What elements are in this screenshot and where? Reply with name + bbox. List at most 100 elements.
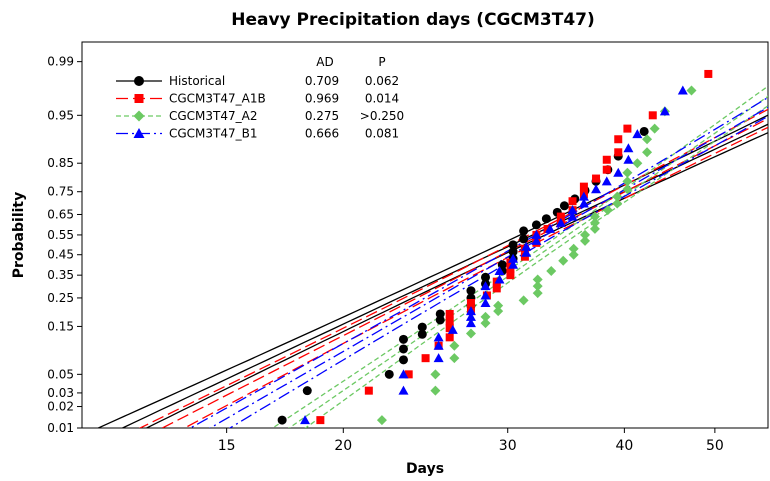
fit-line (120, 123, 768, 428)
data-point (568, 197, 577, 206)
y-tick-label: 0.35 (47, 268, 74, 282)
data-point (494, 274, 505, 284)
data-point (578, 191, 589, 201)
data-point (642, 147, 653, 158)
x-axis-label: Days (406, 461, 444, 477)
y-tick-label: 0.65 (47, 207, 74, 221)
legend-marker (134, 76, 144, 86)
data-point (579, 182, 588, 191)
data-point (602, 205, 613, 216)
data-point (430, 385, 441, 396)
confidence-band (96, 114, 768, 428)
data-point (445, 333, 454, 342)
data-point (384, 369, 394, 379)
data-point (677, 85, 688, 95)
data-point (433, 332, 444, 342)
confidence-band (188, 96, 768, 428)
data-point (447, 324, 458, 334)
data-point (558, 255, 569, 266)
data-point (622, 176, 633, 187)
y-tick-label: 0.05 (47, 367, 74, 381)
legend-series-name: CGCM3T47_A2 (169, 109, 258, 123)
data-point (518, 295, 529, 306)
data-point (519, 234, 529, 244)
confidence-band (228, 115, 768, 428)
data-point (591, 184, 602, 194)
y-tick-label: 0.15 (47, 319, 74, 333)
data-point (480, 297, 491, 307)
data-point (555, 217, 566, 227)
data-point (508, 240, 518, 250)
data-point (492, 284, 501, 293)
legend-ad-value: 0.709 (305, 74, 339, 88)
data-point (580, 235, 591, 246)
data-point (445, 324, 454, 333)
data-point (494, 265, 505, 275)
data-point (506, 258, 515, 267)
y-tick-label: 0.85 (47, 156, 74, 170)
data-point (508, 253, 519, 263)
fit-line (208, 106, 768, 428)
y-tick-label: 0.03 (47, 386, 74, 400)
data-point (521, 241, 532, 251)
data-point (545, 223, 556, 233)
data-point (601, 176, 612, 186)
data-point (567, 211, 578, 221)
x-axis: 15 20 30 40 50 (218, 428, 724, 454)
data-point (659, 106, 670, 116)
confidence-band (271, 85, 768, 428)
legend-series-name: CGCM3T47_B1 (169, 127, 258, 141)
data-point (480, 272, 490, 282)
data-point (466, 298, 475, 307)
data-point (398, 369, 409, 379)
confidence-band (183, 126, 768, 428)
data-point (435, 309, 445, 319)
data-point (580, 229, 591, 240)
data-point (398, 334, 408, 344)
data-point (592, 174, 601, 183)
data-point (567, 205, 578, 215)
data-point (531, 229, 542, 239)
data-point (493, 300, 504, 311)
legend-ad-value: 0.666 (305, 127, 339, 141)
y-tick-label: 0.99 (47, 55, 74, 69)
data-point (433, 340, 444, 350)
confidence-band (145, 131, 768, 428)
data-point (421, 354, 430, 363)
data-point (559, 201, 569, 211)
legend-series-name: Historical (169, 74, 225, 88)
data-point (556, 212, 565, 221)
data-point (623, 143, 634, 153)
data-point (622, 184, 633, 195)
fit-lines (96, 85, 768, 428)
data-point (648, 111, 657, 120)
data-point (614, 148, 623, 157)
legend-ad-value: 0.275 (305, 109, 339, 123)
confidence-band (138, 108, 768, 428)
legend-header-ad: AD (316, 55, 333, 69)
data-point (612, 198, 623, 209)
data-point (704, 69, 713, 78)
data-point (578, 198, 589, 208)
data-point (532, 288, 543, 299)
legend-p-value: 0.014 (365, 92, 399, 106)
y-tick-label: 0.95 (47, 108, 74, 122)
data-point (465, 318, 476, 328)
y-tick-label: 0.55 (47, 228, 74, 242)
data-points (277, 69, 713, 426)
data-point (639, 126, 649, 136)
legend-series-name: CGCM3T47_A1B (169, 92, 266, 106)
data-point (589, 223, 600, 234)
data-point (465, 306, 476, 316)
data-point (614, 135, 623, 144)
data-point (623, 154, 634, 164)
legend-marker (133, 128, 145, 138)
data-point (480, 318, 491, 329)
data-point (506, 264, 515, 273)
data-point (449, 340, 460, 351)
y-tick-label: 0.45 (47, 248, 74, 262)
data-point (445, 309, 454, 318)
fit-line (160, 117, 768, 428)
fit-line (288, 95, 768, 428)
